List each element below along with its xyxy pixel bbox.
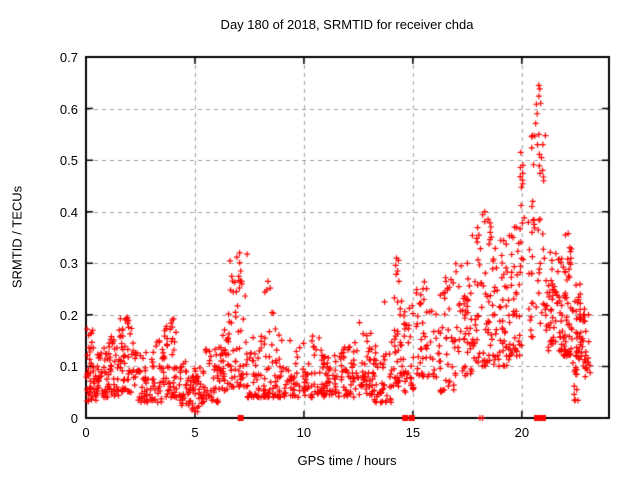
y-axis-label: SRMTID / TECUs: [9, 185, 25, 289]
x-axis-label: GPS time / hours: [297, 453, 397, 468]
x-tick-label: 5: [191, 425, 199, 440]
y-tick-label: 0.1: [59, 359, 78, 375]
y-tick-label: 0.7: [59, 50, 78, 65]
x-tick-label: 10: [296, 425, 312, 440]
y-tick-label: 0.4: [59, 204, 78, 220]
y-tick-label: 0.6: [59, 101, 78, 117]
y-tick-label: 0.3: [59, 256, 78, 272]
y-tick-label: 0: [70, 411, 78, 426]
chart-title: Day 180 of 2018, SRMTID for receiver chd…: [220, 17, 474, 32]
x-tick-label: 0: [82, 425, 90, 440]
x-tick-label: 20: [514, 425, 530, 440]
y-tick-label: 0.2: [59, 307, 78, 323]
y-tick-label: 0.5: [59, 153, 78, 169]
x-tick-label: 15: [405, 425, 421, 440]
